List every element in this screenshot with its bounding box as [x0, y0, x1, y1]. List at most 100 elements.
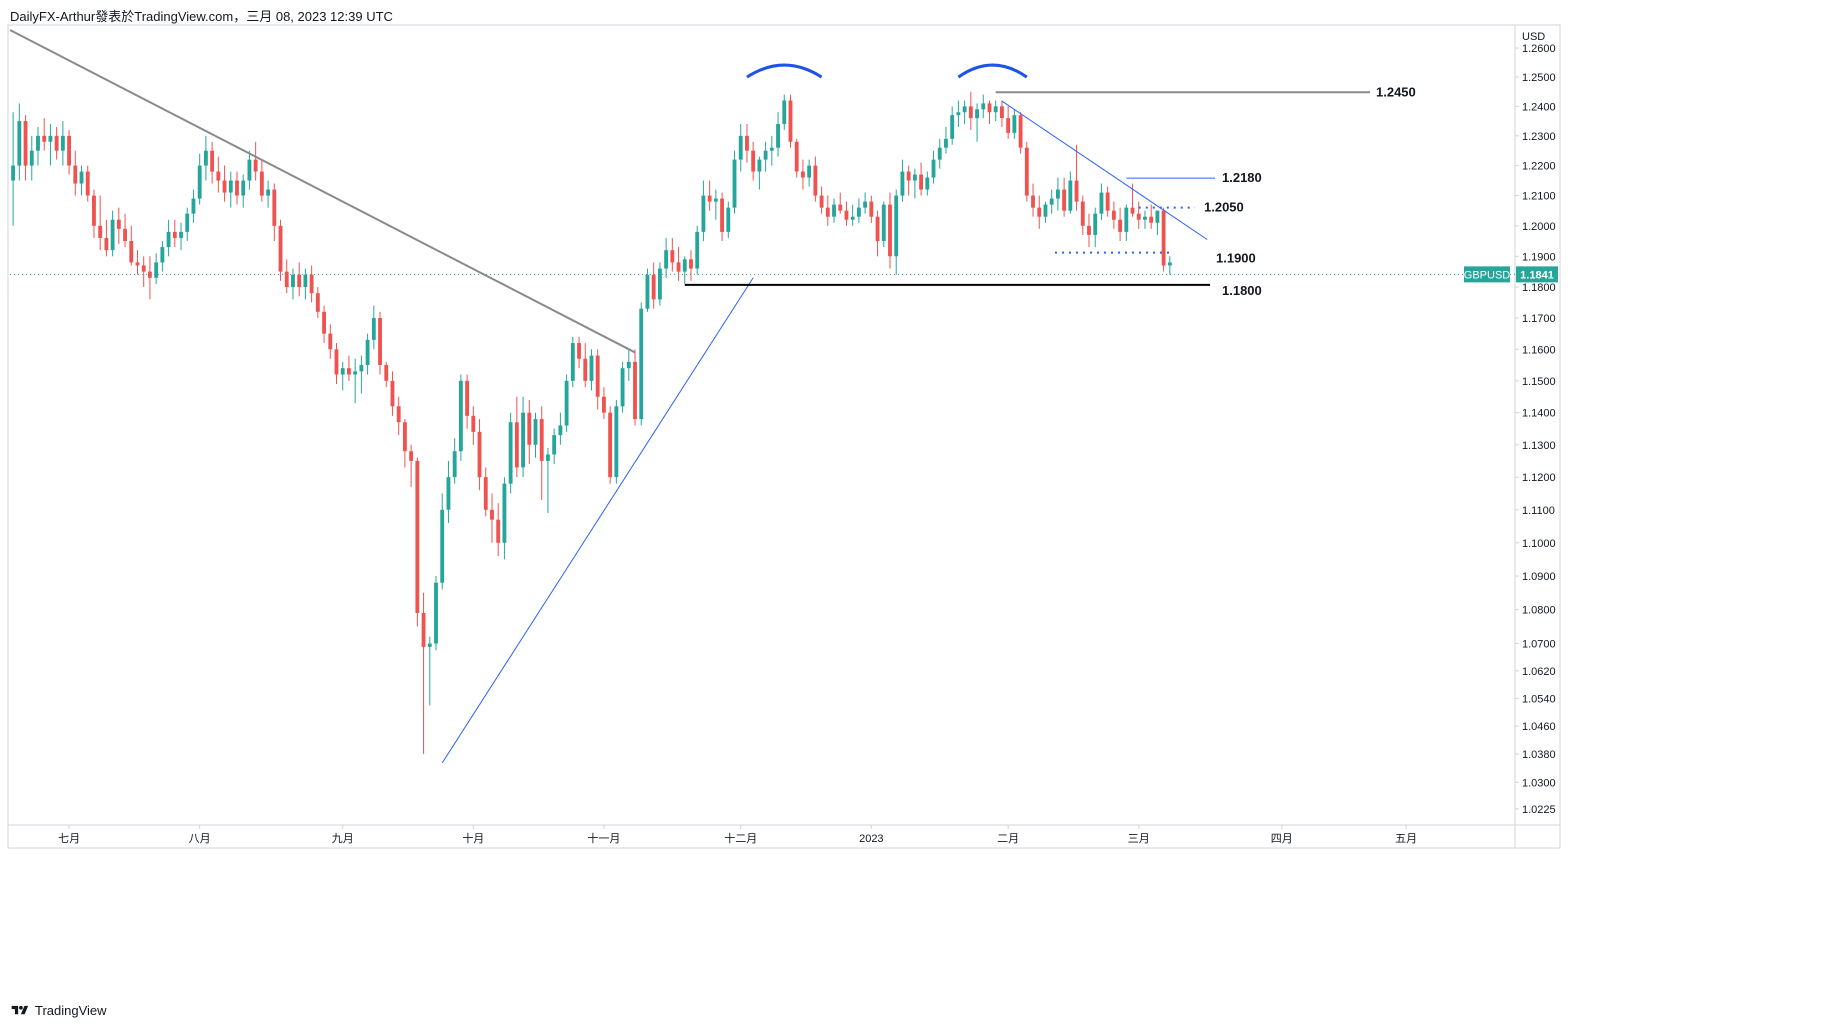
candle-body — [738, 135, 743, 160]
price-tick-label: 1.1900 — [1522, 251, 1556, 263]
candle-body — [639, 308, 644, 420]
candle-body — [1124, 207, 1129, 232]
level-1.2180-label: 1.2180 — [1222, 170, 1262, 185]
price-tick-label: 1.0540 — [1522, 693, 1556, 705]
candle-body — [825, 207, 830, 217]
candle-body — [334, 349, 339, 375]
candle-body — [378, 318, 382, 366]
candle-body — [664, 250, 669, 269]
candle-body — [539, 419, 544, 461]
candle-body — [73, 165, 78, 184]
candle-body — [197, 165, 202, 199]
candle-body — [141, 265, 146, 272]
time-tick-label: 九月 — [332, 832, 354, 845]
candle-body — [776, 124, 780, 148]
candle-body — [160, 247, 165, 263]
candle-body — [427, 643, 432, 647]
branding-text: TradingView — [35, 1003, 107, 1018]
price-tick-label: 1.2100 — [1522, 191, 1556, 203]
candle-body — [110, 219, 115, 251]
candle-body — [608, 412, 613, 478]
candle-body — [440, 509, 445, 583]
candle-body — [838, 204, 843, 211]
candle-body — [1099, 192, 1104, 214]
candle-body — [359, 365, 364, 372]
candle-body — [583, 358, 588, 381]
axis-frame — [7, 24, 1561, 849]
candle-body — [353, 371, 358, 375]
candle-body — [1130, 207, 1135, 214]
candle-body — [284, 271, 289, 288]
candle-body — [1080, 201, 1085, 226]
price-tick-label: 1.2300 — [1522, 131, 1556, 143]
candle-body — [98, 225, 103, 238]
price-tick-label: 1.2500 — [1522, 72, 1556, 84]
candle-body — [421, 612, 426, 647]
candle-body — [745, 135, 749, 151]
candle-body — [471, 415, 476, 432]
candle-body — [1093, 213, 1098, 235]
price-tick-label: 1.2400 — [1522, 101, 1556, 113]
price-tick-label: 1.0460 — [1522, 721, 1556, 733]
price-tick-label: 1.1700 — [1522, 313, 1556, 325]
symbol-tag — [1464, 266, 1510, 283]
price-tick-label: 1.1300 — [1522, 440, 1556, 452]
candle-body — [1087, 225, 1091, 235]
candle-body — [328, 333, 333, 350]
price-tick-label: 1.0225 — [1522, 804, 1556, 816]
candle-body — [477, 431, 482, 478]
candle-body — [968, 106, 973, 119]
candle-body — [670, 250, 675, 263]
candle-body — [1118, 219, 1123, 232]
time-tick-label: 三月 — [1128, 833, 1150, 845]
candle-body — [309, 274, 314, 294]
price-tick-label: 1.0300 — [1522, 777, 1556, 789]
candle-body — [875, 216, 880, 242]
last-price-tag — [1516, 266, 1558, 283]
candle-body — [11, 165, 16, 181]
level-1.1900-label: 1.1900 — [1216, 251, 1256, 266]
price-tick-label: 1.1000 — [1522, 538, 1556, 550]
candle-body — [869, 201, 874, 217]
time-tick-label: 五月 — [1395, 833, 1417, 845]
price-tick-label: 1.0380 — [1522, 749, 1556, 761]
candle-body — [993, 106, 998, 113]
time-tick-label: 十一月 — [587, 831, 620, 845]
time-axis: 七月 八月 九月 十月 十一月 十二月 2023 二月 三月 四月 五月 — [58, 825, 1417, 845]
candle-body — [782, 100, 787, 125]
candle-body — [1012, 115, 1017, 133]
candle-body — [502, 483, 507, 543]
candle-body — [707, 195, 712, 202]
price-tick-label: 1.2000 — [1522, 221, 1556, 233]
candle-body — [881, 204, 886, 242]
candle-body — [434, 582, 438, 644]
candle-body — [794, 141, 799, 172]
candle-body — [253, 159, 258, 172]
candle-body — [807, 165, 812, 178]
candle-body — [633, 361, 637, 420]
candle-body — [1049, 198, 1054, 205]
candle-body — [912, 174, 917, 181]
candle-body — [558, 425, 563, 436]
candle-body — [651, 274, 656, 300]
price-tick-label: 1.1500 — [1522, 376, 1556, 388]
candle-body — [222, 180, 227, 193]
symbol-tag-text: GBPUSD — [1464, 269, 1511, 281]
time-tick-label: 十月 — [462, 831, 484, 845]
candle-body — [956, 112, 961, 116]
tradingview-logo-icon — [11, 1005, 29, 1015]
candle-body — [844, 210, 849, 220]
candle-body — [266, 189, 271, 196]
candle-body — [950, 115, 955, 139]
currency-label: USD — [1522, 31, 1545, 43]
double-top-arc-2 — [957, 63, 1028, 79]
candle-body — [154, 262, 159, 278]
candle-body — [340, 368, 345, 375]
time-tick-label: 四月 — [1271, 833, 1293, 845]
time-tick-label: 七月 — [58, 832, 80, 845]
candle-body — [458, 380, 463, 452]
candle-body — [1068, 180, 1073, 211]
